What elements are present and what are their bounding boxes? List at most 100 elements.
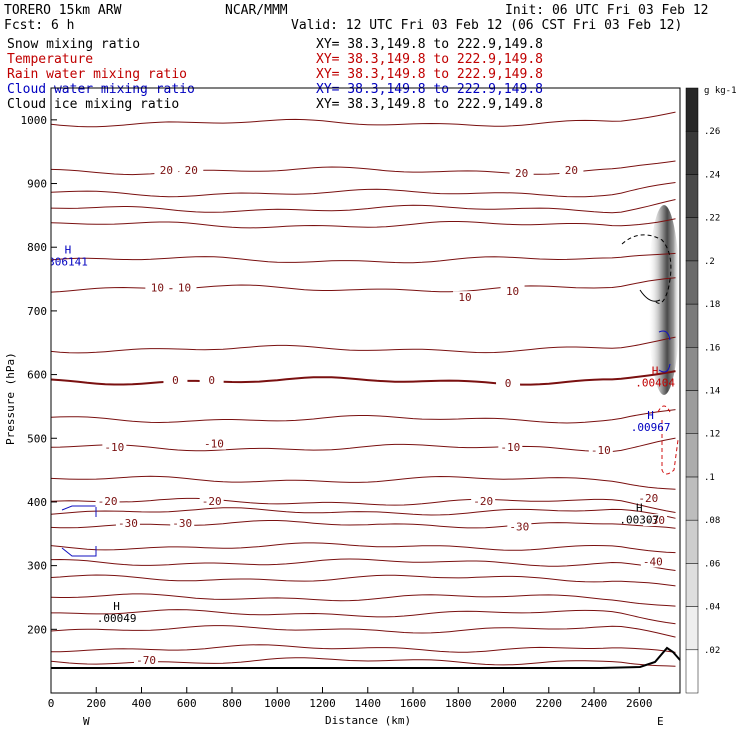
moisture-contours xyxy=(61,234,679,557)
y-tick-label: 600 xyxy=(27,369,47,382)
temperature-contour xyxy=(51,475,676,490)
field-rain: Rain water mixing ratio xyxy=(7,67,187,82)
contour-label-bg xyxy=(471,494,496,507)
temperature-contour xyxy=(51,558,676,571)
x-tick-label: 2200 xyxy=(536,697,563,710)
contour-label: -30 xyxy=(645,514,665,527)
extremum-value: .00307 xyxy=(619,514,659,527)
extremum-value: .00049 xyxy=(97,612,137,625)
contour-label-bg xyxy=(170,517,195,530)
colorbar-swatch xyxy=(685,519,699,564)
contour-label-bg xyxy=(145,281,170,294)
field-snow: Snow mixing ratio xyxy=(7,37,140,52)
colorbar-swatch xyxy=(685,649,699,694)
contour-label-bg xyxy=(643,514,668,527)
contour-label-bg xyxy=(201,437,226,450)
temperature-contour xyxy=(51,497,676,513)
plot-area: -70-40-30 -30 -30 -30-20 -20 -20 -20-10 -10 -10-… xyxy=(48,111,680,667)
x-axis-label: Distance (km) xyxy=(325,714,411,727)
colorbar-tick-label: .24 xyxy=(704,170,720,180)
colorbar-tick-label: .06 xyxy=(704,559,720,569)
x-tick-label: 600 xyxy=(177,697,197,710)
center-title: NCAR/MMM xyxy=(225,3,288,18)
x-tick-label: 1600 xyxy=(400,697,427,710)
contour-label: -10 xyxy=(104,441,124,454)
contour-label: 0 xyxy=(172,374,179,387)
contour-label: -20 xyxy=(98,495,118,508)
contour-label-bg xyxy=(507,520,532,533)
contour-label: -70 xyxy=(136,654,156,667)
extremum-marker: H xyxy=(647,409,654,422)
temperature-contour xyxy=(51,336,676,354)
contour-label-bg xyxy=(134,654,159,667)
y-tick-label: 800 xyxy=(27,241,47,254)
x-tick-label: 400 xyxy=(132,697,152,710)
xy-rain: XY= 38.3,149.8 to 222.9,149.8 xyxy=(316,67,543,82)
extremum-value: 306141 xyxy=(48,256,88,269)
colorbar-tick-label: .02 xyxy=(704,646,720,656)
contour-label: 20 xyxy=(160,164,173,177)
temperature-contour xyxy=(51,574,676,587)
y-tick-label: 1000 xyxy=(21,114,48,127)
colorbar-swatch xyxy=(685,303,699,348)
field-cloud-ice: Cloud ice mixing ratio xyxy=(7,97,179,112)
temperature-contour xyxy=(51,277,676,293)
field-temperature: Temperature xyxy=(7,52,93,67)
plot-frame xyxy=(50,87,681,694)
temperature-contour xyxy=(51,437,676,453)
contour-label: -30 xyxy=(118,517,138,530)
init-time: Init: 06 UTC Fri 03 Feb 12 xyxy=(505,3,709,18)
temperature-contour xyxy=(51,199,676,214)
temperature-contour xyxy=(51,252,676,264)
colorbar-tick-label: .08 xyxy=(704,516,720,526)
xy-cloud-ice: XY= 38.3,149.8 to 222.9,149.8 xyxy=(316,97,543,112)
y-tick-label: 400 xyxy=(27,496,47,509)
contour-label: -20 xyxy=(473,495,493,508)
snow-contour xyxy=(621,234,672,304)
contour-label-bg xyxy=(496,377,521,390)
x-tick-label: 1000 xyxy=(264,697,291,710)
contour-label-bg xyxy=(500,284,525,297)
contour-label: 20 xyxy=(185,164,198,177)
contour-label-bg xyxy=(559,163,584,176)
contour-label-bg xyxy=(163,373,188,386)
contour-label-bg xyxy=(199,494,224,507)
x-tick-label: 1200 xyxy=(309,697,336,710)
contour-label-bg xyxy=(154,163,179,176)
contour-label: -20 xyxy=(202,495,222,508)
colorbar-tick-label: .12 xyxy=(704,430,720,440)
colorbar-tick-label: .18 xyxy=(704,300,720,310)
contour-label: -30 xyxy=(509,520,529,533)
temperature-contour xyxy=(51,507,676,519)
y-tick-label: 200 xyxy=(27,623,47,636)
contour-label-bg xyxy=(640,555,665,568)
extremum-value: .00967 xyxy=(631,421,671,434)
colorbar-unit: g kg-1 xyxy=(704,86,737,96)
contour-label: 10 xyxy=(151,282,164,295)
temperature-contour xyxy=(51,593,676,607)
cloud-water-contour xyxy=(61,505,97,517)
x-tick-label: 2000 xyxy=(490,697,517,710)
field-cloud-water: Cloud water mixing ratio xyxy=(7,82,195,97)
x-tick-label: 1400 xyxy=(355,697,382,710)
colorbar-swatch xyxy=(685,476,699,521)
contour-label-bg xyxy=(453,291,478,304)
model-title: TORERO 15km ARW xyxy=(4,3,122,18)
extremum-marker: H xyxy=(65,244,72,257)
temperature-contour xyxy=(51,370,676,386)
contour-label-bg xyxy=(95,494,120,507)
contour-label: -10 xyxy=(204,438,224,451)
y-tick-label: 300 xyxy=(27,560,47,573)
xy-snow: XY= 38.3,149.8 to 222.9,149.8 xyxy=(316,37,543,52)
contour-label-bg xyxy=(509,166,534,179)
colorbar: .02 .04 .06 .08 .1 .12 .14 .16 .18 .2 .22 .24 .26 xyxy=(685,87,720,694)
contour-label-bg xyxy=(199,373,224,386)
colorbar-swatch xyxy=(685,347,699,391)
temperature-contour xyxy=(51,520,676,529)
temperature-contours xyxy=(51,111,676,667)
temperature-contour xyxy=(51,542,676,554)
y-axis: 200 300 400 500 600 700 800 900 1000 xyxy=(21,114,57,636)
temperature-contour xyxy=(51,625,676,638)
contour-label: -30 xyxy=(172,517,192,530)
ground-surface xyxy=(51,646,681,669)
